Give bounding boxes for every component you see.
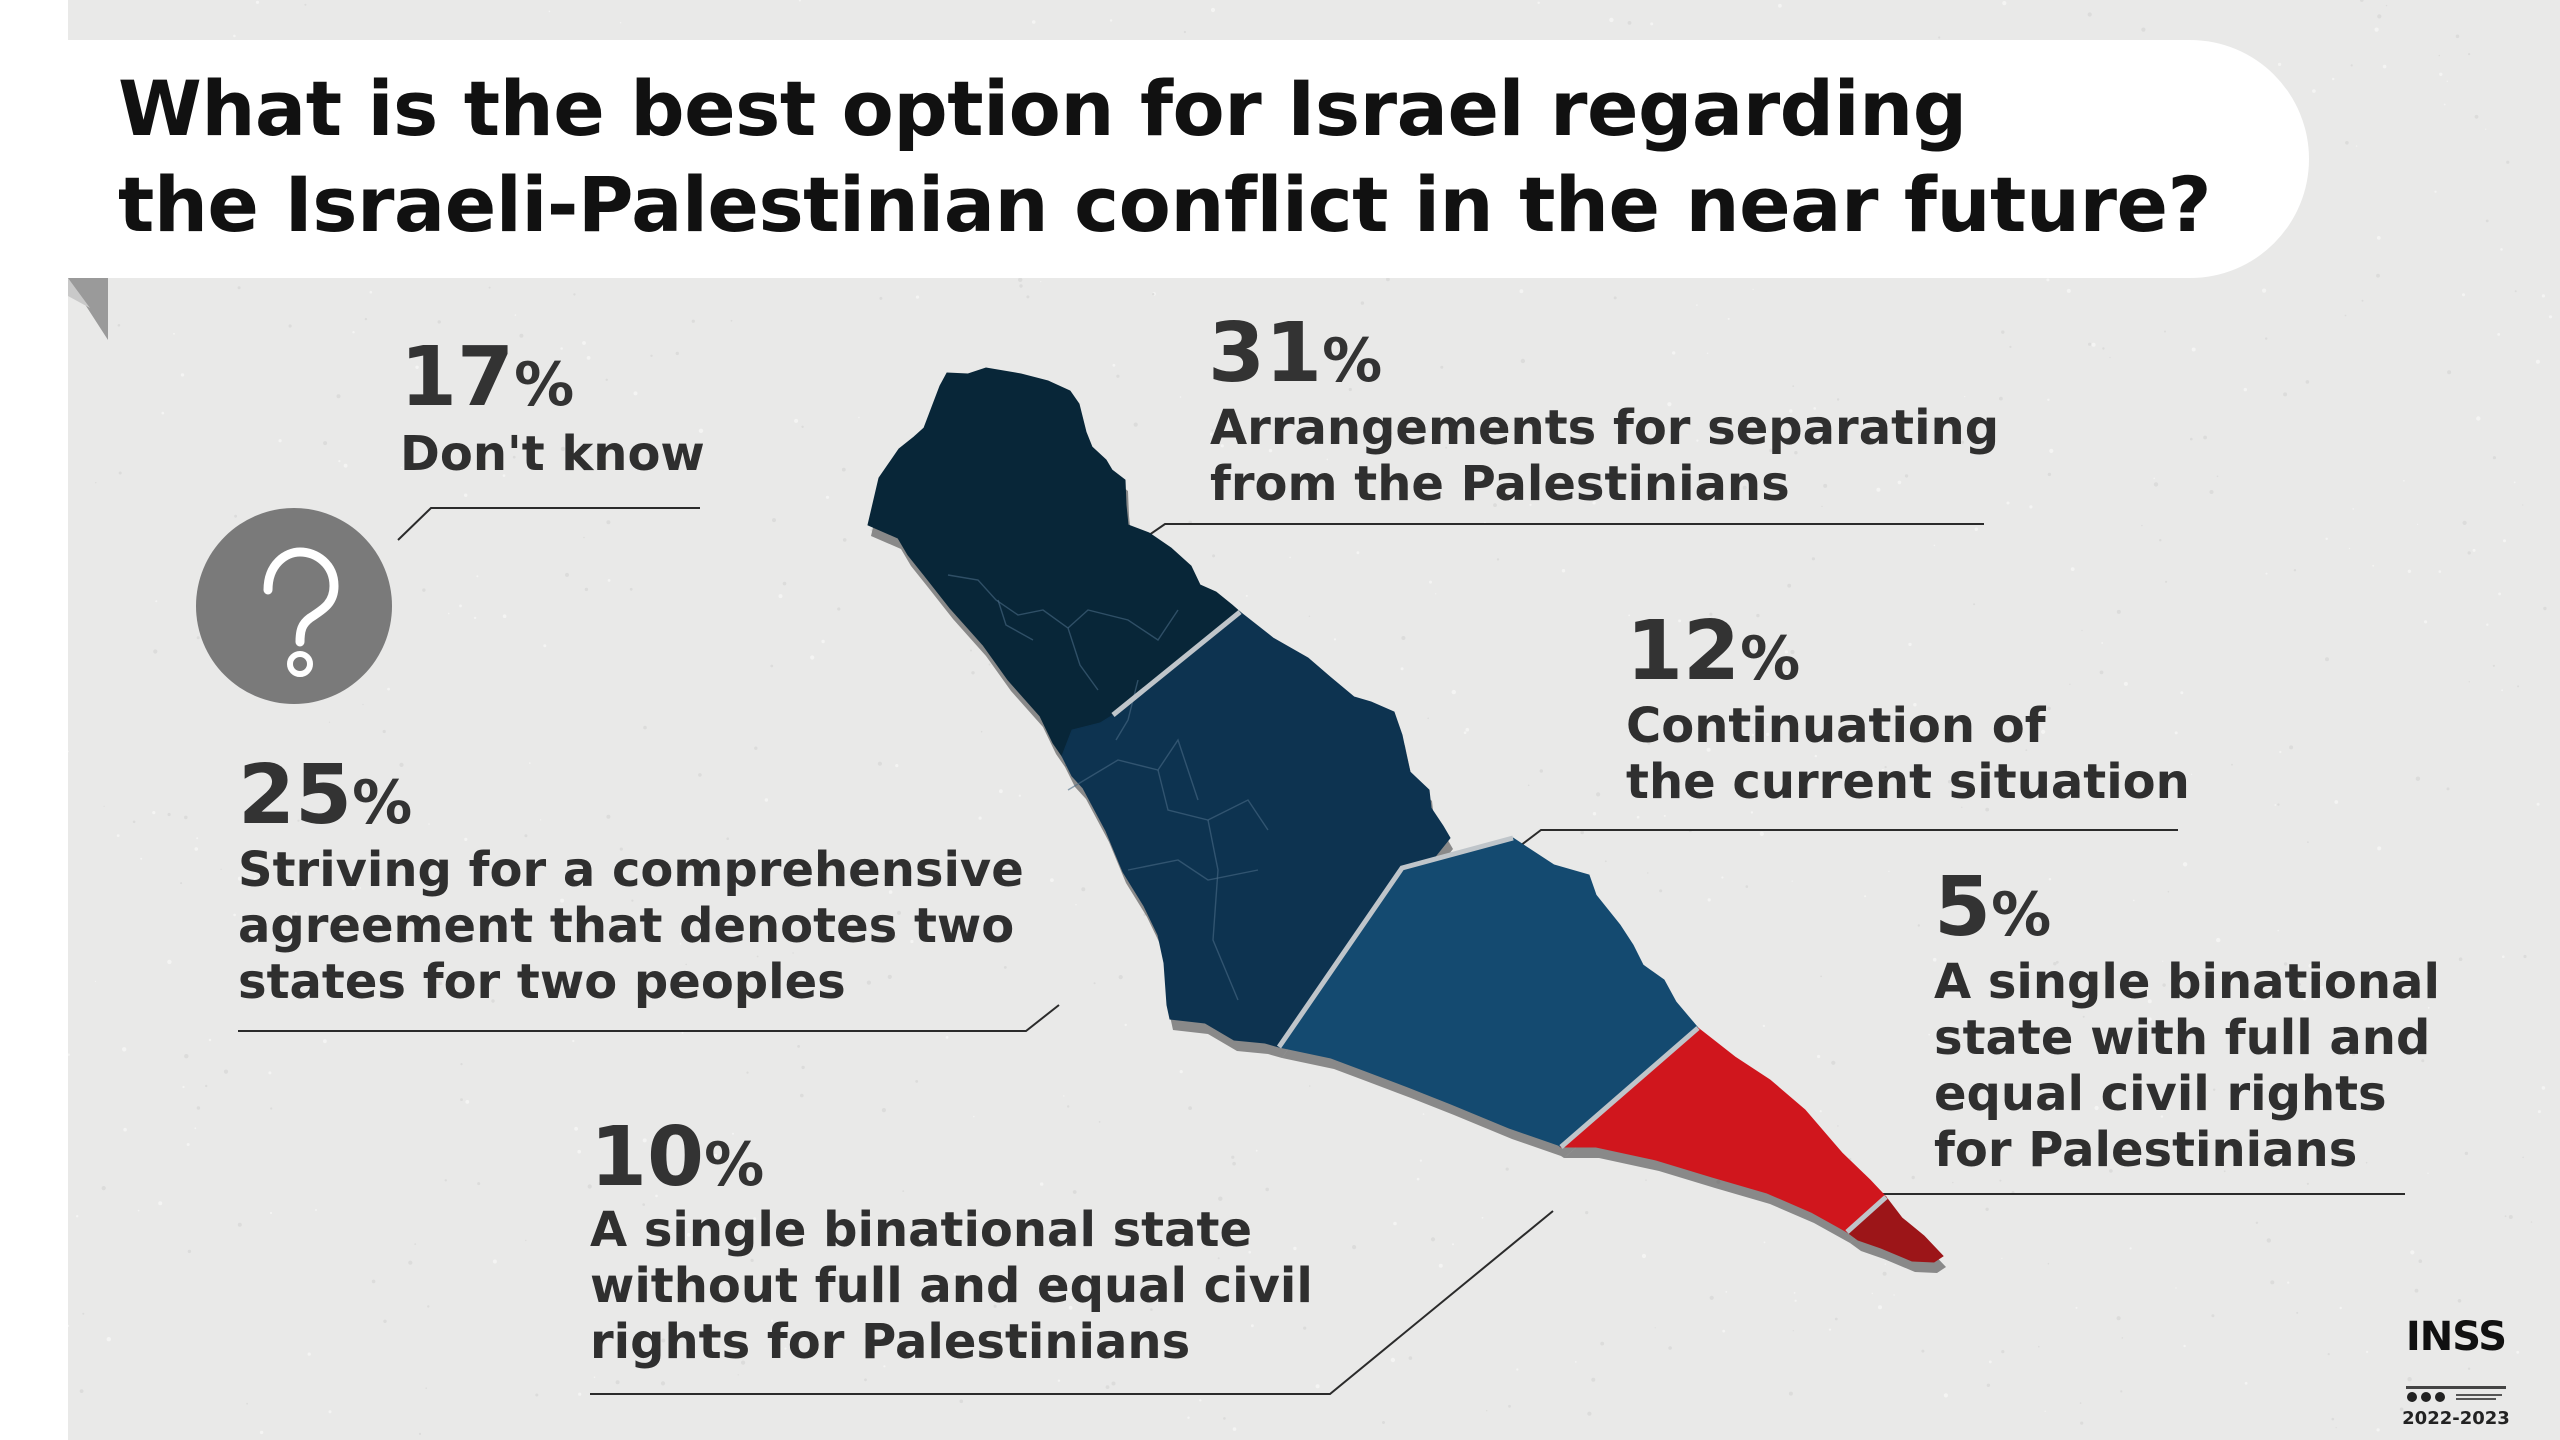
title-band-fold	[68, 278, 108, 340]
map-region-separation	[867, 367, 1241, 757]
leader-current	[1503, 829, 2178, 859]
title-band: What is the best option for Israel regar…	[68, 40, 2309, 278]
district-border-7	[1207, 819, 1239, 1001]
infographic-canvas: What is the best option for Israel regar…	[68, 0, 2560, 1440]
leader-dont-know	[397, 507, 700, 541]
slice-separator-2	[1559, 1026, 1700, 1149]
pct-binational-full: 5%	[1934, 860, 2052, 955]
leader-binational-full	[1855, 1193, 2405, 1213]
map-internal-borders	[947, 574, 1888, 1234]
label-two-states-line-2: agreement that denotes two	[238, 898, 1015, 954]
label-binational-full-line-3: equal civil rights	[1934, 1066, 2387, 1122]
slice-separator-0	[1111, 610, 1242, 717]
district-border-6	[1127, 859, 1259, 881]
dont-know-circle	[196, 508, 392, 704]
inss-logo: INSS 2022-2023	[2376, 1312, 2536, 1430]
logo-wordmark: INSS	[2405, 1314, 2507, 1360]
slice-separator-1	[1276, 835, 1514, 1049]
pct-dont-know: 17%	[400, 330, 575, 425]
slice-separator-3	[1845, 1195, 1888, 1234]
district-border-0	[947, 574, 1099, 691]
label-two-states-line-3: states for two peoples	[238, 954, 846, 1010]
label-binational-without-line-3: rights for Palestinians	[590, 1314, 1191, 1370]
label-dont-know-line-1: Don't know	[400, 426, 705, 482]
map-chart	[238, 367, 2405, 1395]
district-border-3	[1115, 679, 1139, 741]
label-binational-without-line-1: A single binational state	[590, 1202, 1253, 1258]
leader-binational-without	[590, 1210, 1554, 1395]
question-mark-icon	[263, 547, 339, 677]
leader-separation	[1119, 523, 1984, 556]
pct-current: 12%	[1626, 604, 1801, 699]
label-binational-full-line-1: A single binational	[1934, 954, 2440, 1010]
label-binational-full-line-2: state with full and	[1934, 1010, 2431, 1066]
label-binational-full-line-4: for Palestinians	[1934, 1122, 2358, 1178]
logo-years: 2022-2023	[2402, 1408, 2510, 1429]
pct-binational-without: 10%	[590, 1110, 765, 1205]
title-line-2: the Israeli-Palestinian conflict in the …	[118, 160, 2212, 249]
district-border-1	[1067, 609, 1179, 641]
logo-mark	[2406, 1386, 2506, 1402]
label-binational-without-line-2: without full and equal civil	[590, 1258, 1313, 1314]
label-separation-line-1: Arrangements for separating	[1210, 400, 2000, 456]
pct-separation: 31%	[1208, 306, 1383, 401]
district-border-2	[997, 599, 1034, 641]
label-separation-line-2: from the Palestinians	[1210, 456, 1790, 512]
label-current-line-1: Continuation of	[1626, 698, 2046, 754]
leader-two-states	[238, 1004, 1060, 1032]
label-current-line-2: the current situation	[1626, 754, 2190, 810]
title-line-1: What is the best option for Israel regar…	[118, 64, 1967, 153]
label-two-states-line-1: Striving for a comprehensive	[238, 842, 1024, 898]
pct-two-states: 25%	[238, 748, 413, 843]
